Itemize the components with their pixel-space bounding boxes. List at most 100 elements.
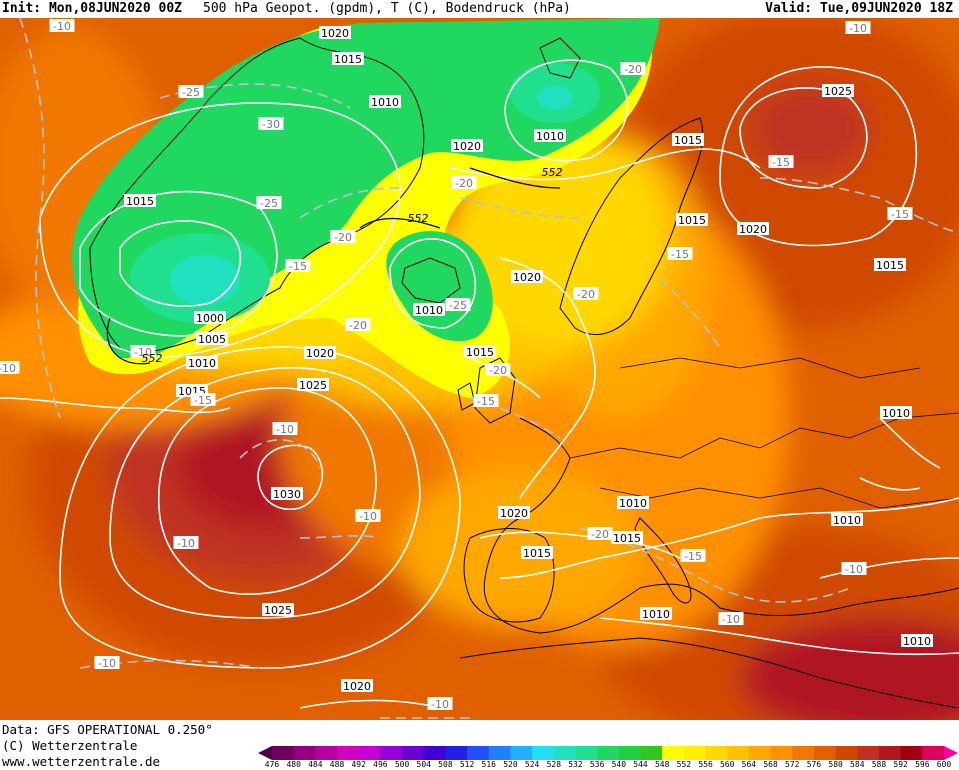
isobar-label-box <box>831 513 863 526</box>
weather-map[interactable]: 1020 1015 1010 1010 1015 1025 1020 1015 1020 1015… <box>0 18 959 720</box>
temperature-label-box <box>285 259 311 272</box>
colorbar-tick-label: 556 <box>698 760 713 769</box>
isobar-label: 1015 <box>678 214 706 227</box>
map-footer: Data: GFS OPERATIONAL 0.250° (C) Wetterz… <box>0 720 959 770</box>
temperature-label: -20 <box>349 319 367 332</box>
isobar-label-box <box>617 496 649 509</box>
height-label: 552 <box>408 212 429 225</box>
colorbar-tick-label: 532 <box>568 760 583 769</box>
isobar-label-box <box>880 406 912 419</box>
colorbar-labels: 476 480 484 488 492 496 500 504 508 512 516 520 524 5… <box>258 760 958 770</box>
colorbar-tick-label: 500 <box>394 760 410 769</box>
map-header: Init: Mon,08JUN2020 00Z 500 hPa Geopot. … <box>0 0 959 18</box>
coastlines <box>89 37 959 709</box>
isobar-label: 1030 <box>273 488 301 501</box>
colorbar-tick-label: 600 <box>936 760 952 769</box>
isobar-label: 1010 <box>536 130 564 143</box>
colorbar-tick-label: 588 <box>871 760 887 769</box>
temperature-label-box <box>485 363 511 376</box>
temperature-label-box <box>473 394 499 407</box>
colorbar-tick-label: 484 <box>308 760 323 769</box>
isobar-label-box <box>611 531 643 544</box>
isobar-label: 1010 <box>833 514 861 527</box>
isobar-label-box <box>874 258 906 271</box>
colorbar-segment <box>662 746 685 760</box>
isobar-label: 1020 <box>306 347 334 360</box>
temperature-label: -20 <box>577 288 595 301</box>
isobar-label: 1015 <box>334 53 362 66</box>
colorbar-tick-label: 496 <box>373 760 388 769</box>
isobar-labels: 1020 1015 1010 1010 1015 1025 1020 1015 1020 1015… <box>124 26 933 693</box>
colorbar-segment <box>315 746 338 760</box>
isobar-label: 1015 <box>523 547 551 560</box>
colorbar-segment <box>445 746 468 760</box>
temperature-label-box <box>451 176 477 189</box>
temperature-label-box <box>345 318 371 331</box>
height-label: 552 <box>142 352 163 365</box>
isobar-label: 1000 <box>196 312 224 325</box>
colorbar-tick-label: 536 <box>589 760 605 769</box>
isobar-label: 1015 <box>126 195 154 208</box>
temperature-label-box <box>178 85 204 98</box>
map-canvas[interactable]: 1020 1015 1010 1010 1015 1025 1020 1015 1020 1015… <box>0 18 959 720</box>
isobar-label: 1020 <box>343 680 371 693</box>
temperature-label: -25 <box>182 86 200 99</box>
colorbar-tick-label: 560 <box>719 760 735 769</box>
temperature-label-box <box>272 422 298 435</box>
temperature-label: -10 <box>134 346 152 359</box>
colorbar-tick-label: 548 <box>654 760 670 769</box>
colorbar-segment <box>358 746 381 760</box>
temperature-label: -20 <box>455 177 473 190</box>
colorbar-segment <box>705 746 728 760</box>
isobar-label: 1020 <box>321 27 349 40</box>
isobar-label: 1025 <box>299 379 327 392</box>
colorbar-segment <box>575 746 598 760</box>
valid-time: Valid: Tue,09JUN2020 18Z <box>765 1 953 16</box>
colorbar-tick-label: 596 <box>915 760 930 769</box>
temperature-label-box <box>130 345 156 358</box>
temperature-label: -20 <box>489 364 507 377</box>
height-labels: 552 552 552 <box>142 166 563 365</box>
isobar-label-box <box>521 546 553 559</box>
colorbar-segment <box>792 746 815 760</box>
isobar-label: 1015 <box>613 532 641 545</box>
isobar-label-box <box>297 378 329 391</box>
temperature-label: -10 <box>359 510 377 523</box>
colorbar-tick-label: 592 <box>893 760 908 769</box>
colorbar-segment <box>423 746 446 760</box>
colorbar-tick-label: 508 <box>438 760 453 769</box>
isobar-label-box <box>332 52 364 65</box>
temperature-label: -20 <box>334 231 352 244</box>
isobar-label-box <box>901 634 933 647</box>
colorbar-segment <box>857 746 880 760</box>
colorbar-tick-label: 480 <box>286 760 301 769</box>
core-green-2 <box>170 255 240 305</box>
colorbar-segment <box>510 746 533 760</box>
isobar-label: 1020 <box>453 140 481 153</box>
isobar-label: 1015 <box>876 259 904 272</box>
website-link[interactable]: www.wetterzentrale.de <box>2 754 161 769</box>
colorbar-tick-label: 576 <box>806 760 822 769</box>
copyright: (C) Wetterzentrale <box>2 738 138 753</box>
temperature-label: -25 <box>449 299 467 312</box>
colorbar-tick-label: 488 <box>329 760 345 769</box>
isobar-label: 1010 <box>415 304 443 317</box>
colorbar-tick-label: 528 <box>546 760 562 769</box>
temperature-label: -15 <box>194 394 212 407</box>
isobar-label: 1010 <box>642 608 670 621</box>
temperature-label: -15 <box>477 395 495 408</box>
colorbar-tick-label: 516 <box>481 760 496 769</box>
temperature-label-box <box>256 196 282 209</box>
colorbar-segment <box>683 746 707 760</box>
isobar-label-box <box>413 303 445 316</box>
temperature-label-box <box>190 393 216 406</box>
isobar-label-box <box>676 213 708 226</box>
isobar-label-box <box>498 506 530 519</box>
colorbar-segment <box>402 746 425 760</box>
colorbar-segment <box>727 746 750 760</box>
colorbar-segment <box>532 746 555 760</box>
isobar-label-box <box>124 194 156 207</box>
colorbar-segment <box>380 746 403 760</box>
colorbar-segment <box>597 746 620 760</box>
colorbar-segment <box>553 746 576 760</box>
